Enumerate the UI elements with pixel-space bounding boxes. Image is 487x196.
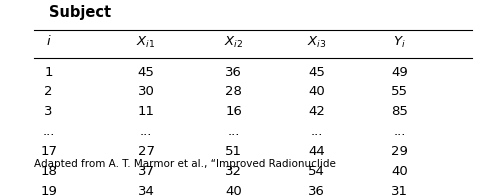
Text: 30: 30 (138, 85, 154, 98)
Text: 2: 2 (44, 85, 53, 98)
Text: ...: ... (42, 125, 55, 138)
Text: 16: 16 (225, 105, 242, 118)
Text: 36: 36 (225, 65, 242, 79)
Text: 36: 36 (308, 184, 325, 196)
Text: ...: ... (227, 125, 240, 138)
Text: ...: ... (310, 125, 323, 138)
Text: 54: 54 (308, 165, 325, 178)
Text: ...: ... (140, 125, 152, 138)
Text: 85: 85 (391, 105, 408, 118)
Text: 31: 31 (391, 184, 408, 196)
Text: 37: 37 (138, 165, 154, 178)
Text: 1: 1 (44, 65, 53, 79)
Text: 42: 42 (308, 105, 325, 118)
Text: 11: 11 (138, 105, 154, 118)
Text: 51: 51 (225, 145, 242, 158)
Text: $Y_i$: $Y_i$ (393, 34, 406, 50)
Text: $X_{i3}$: $X_{i3}$ (307, 34, 326, 50)
Text: 44: 44 (308, 145, 325, 158)
Text: 27: 27 (138, 145, 154, 158)
Text: 40: 40 (225, 184, 242, 196)
Text: 40: 40 (391, 165, 408, 178)
Text: 55: 55 (391, 85, 408, 98)
Text: 19: 19 (40, 184, 57, 196)
Text: 3: 3 (44, 105, 53, 118)
Text: 32: 32 (225, 165, 242, 178)
Text: $X_{i2}$: $X_{i2}$ (224, 34, 244, 50)
Text: 18: 18 (40, 165, 57, 178)
Text: 34: 34 (138, 184, 154, 196)
Text: 40: 40 (308, 85, 325, 98)
Text: 45: 45 (308, 65, 325, 79)
Text: ...: ... (393, 125, 406, 138)
Text: Subject: Subject (49, 5, 111, 20)
Text: 28: 28 (225, 85, 242, 98)
Text: 45: 45 (138, 65, 154, 79)
Text: Adapted from A. T. Marmor et al., “Improved Radionuclide: Adapted from A. T. Marmor et al., “Impro… (34, 159, 336, 169)
Text: 17: 17 (40, 145, 57, 158)
Text: 29: 29 (391, 145, 408, 158)
Text: $i$: $i$ (46, 34, 52, 48)
Text: $X_{i1}$: $X_{i1}$ (136, 34, 156, 50)
Text: 49: 49 (391, 65, 408, 79)
